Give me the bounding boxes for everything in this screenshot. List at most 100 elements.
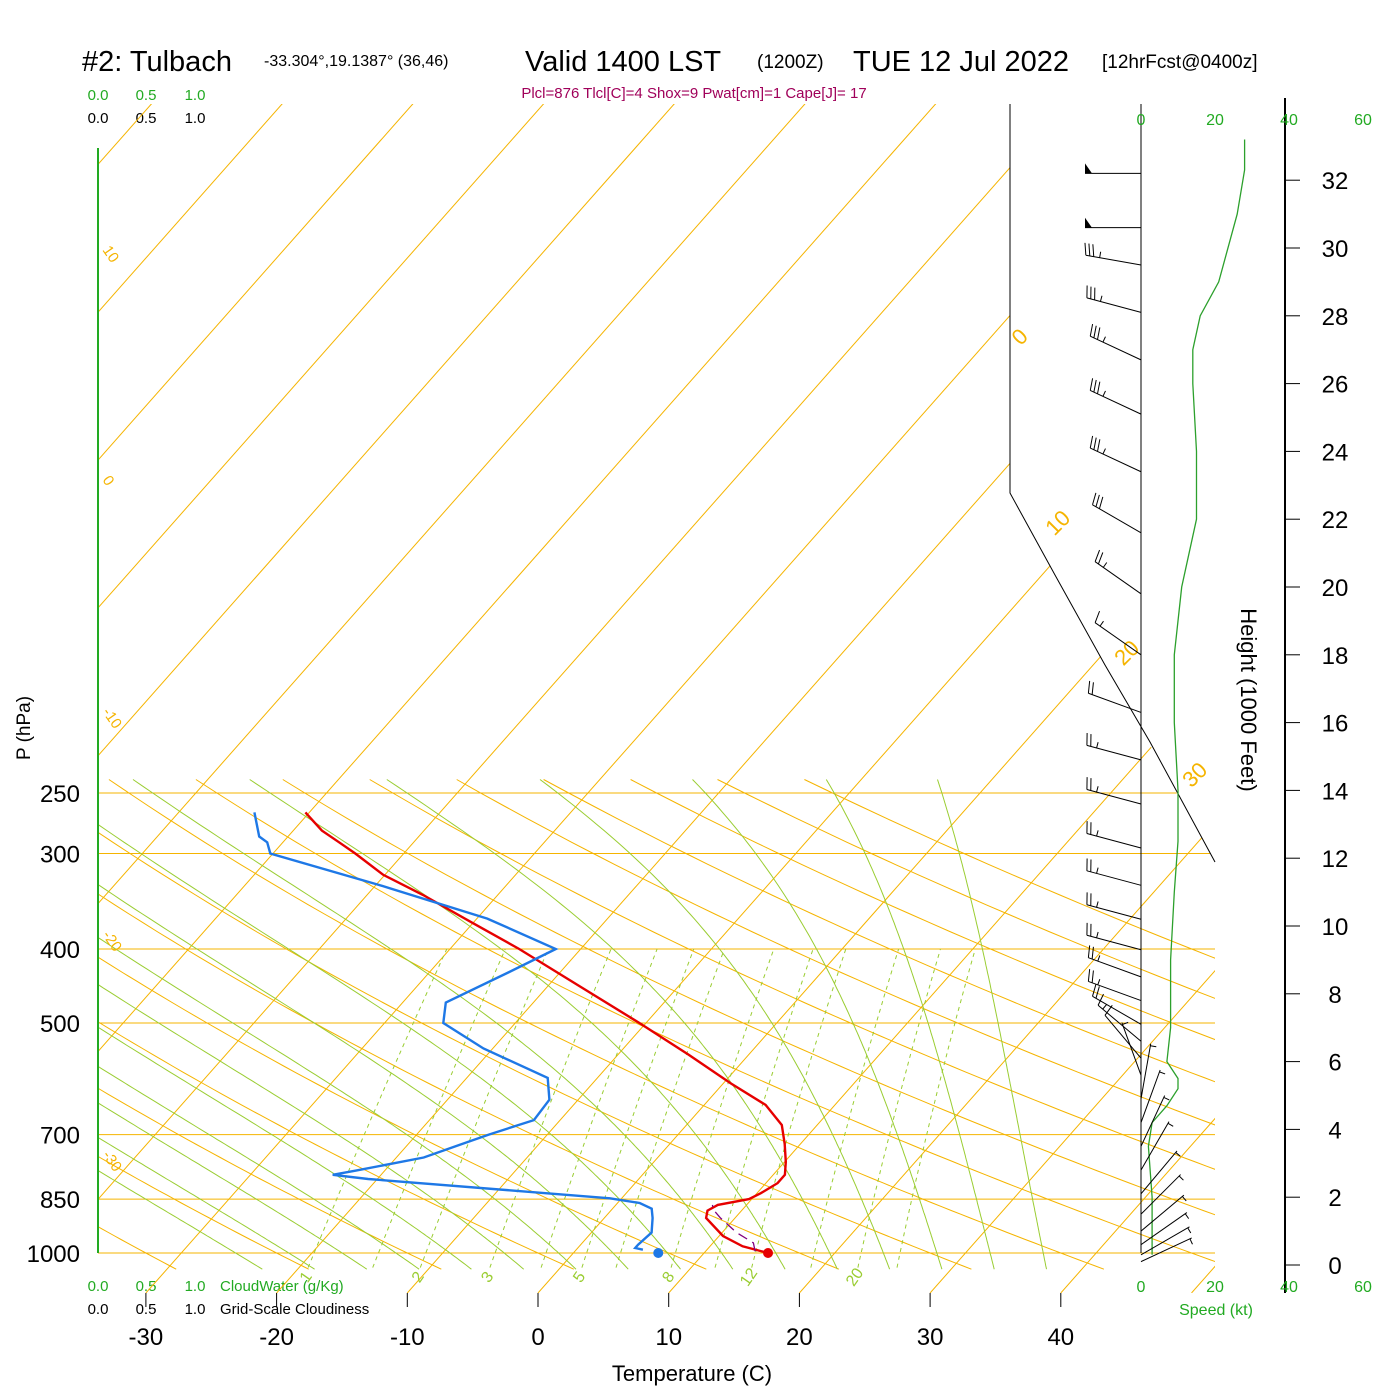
mixing-ratio-label: 5 [570,1269,589,1286]
wind-barb-half-flag [1096,931,1099,938]
mixing-ratio-line [540,948,658,1268]
cloudwater-scale-top: 0.0 0.5 1.0 [88,87,206,104]
x-axis-title: Temperature (C) [612,1361,772,1386]
mixing-ratio-label: 2 [409,1269,428,1286]
wind-barb-shaft [1088,692,1142,713]
pressure-tick-label: 500 [40,1011,80,1038]
wind-barb-shaft [1140,1043,1152,1099]
valid-time: Valid 1400 LST [525,46,721,78]
wind-barb [1140,1095,1170,1147]
thermo-grid [98,104,1215,1293]
wind-barb [1085,217,1141,229]
wind-barb [1086,922,1142,951]
height-tick-label: 16 [1322,711,1349,738]
wind-barb [1089,323,1142,361]
axes: 250 300 400 500 700 850 1000 -30 -20 -10 0 10 20 30 40 [27,781,1075,1351]
mixing-ratio-line [714,948,814,1268]
wind-barb-flag [1104,1005,1113,1016]
dry-adiabat-line [98,779,707,1270]
wind-barb-shaft [1090,447,1142,473]
dry-adiabat-line [456,779,1215,1270]
wind-barb-half-flag [1099,251,1102,258]
wind-barb-half-flag [1102,1004,1107,1010]
wind-barb-shaft [1092,995,1142,1025]
dry-adiabat-line [369,779,1215,1270]
dry-adiabat-line [282,779,1215,1270]
moist-adiabat-line [539,779,891,1270]
pressure-tick-label: 1000 [27,1241,80,1268]
wind-barb-shaft [1090,389,1142,415]
dry-adiabat-line [195,779,1215,1270]
cloudwater-tick: 0.5 [136,87,157,104]
wind-barb-half-flag [1096,786,1099,793]
speed-axis-title: Speed (kt) [1179,1302,1253,1319]
wind-barb-half-flag [1102,390,1106,397]
wind-barb-half-flag [1096,901,1099,908]
mixing-ratio-line [751,948,847,1268]
wind-barb-shaft [1140,1069,1161,1123]
height-tick-label: 4 [1328,1117,1341,1144]
moist-adiabat-line [98,779,629,1270]
speed-tick-label-top: 20 [1206,112,1224,129]
wind-barb-flag [1094,549,1101,562]
wind-barb-shaft [1140,1095,1166,1147]
speed-tick-label-top: 0 [1137,112,1146,129]
wind-barb-flag [1097,327,1101,340]
moist-adiabat-line [692,779,943,1270]
temperature-tick-label: 20 [786,1324,813,1351]
dry-adiabat-line [804,779,1215,1270]
wind-barb [1087,945,1142,978]
height-tick-label: 6 [1328,1050,1341,1077]
cloudiness-tick: 1.0 [185,110,206,127]
temperature-tick-label: -30 [129,1324,164,1351]
moist-adiabat-line [98,779,263,1270]
wind-barb-shaft [1088,957,1142,978]
dry-adiabat-line [98,779,840,1270]
moist-adiabat-line [825,779,995,1270]
mixing-ratio-line [419,948,549,1268]
wind-barb [1121,1021,1142,1076]
wind-barb-shaft [1085,254,1142,266]
wind-barb-shaft [1140,1212,1188,1246]
wind-barb [1085,163,1141,174]
temperature-surface-point [763,1248,774,1258]
wind-barb-shaft [1140,1150,1178,1195]
wind-barb [1087,680,1142,713]
wind-barb-shaft [1086,833,1142,849]
dry-adiabat-line [98,779,575,1270]
pressure-tick-label: 850 [40,1187,80,1214]
wind-barb-pennant [1085,163,1092,174]
wind-barb-shaft [1094,561,1142,595]
station-title: #2: Tulbach [82,46,232,78]
parcel-profile-line [711,1204,756,1252]
isotherm-line [1191,104,1215,1293]
wind-barb-shaft [1140,1237,1192,1263]
speed-tick-label-bottom: 60 [1354,1279,1372,1296]
wind-barb-half-flag [1096,867,1099,874]
temperature-tick-label: -20 [259,1324,294,1351]
wind-barb-flag [1092,492,1097,505]
wind-barb-half-flag [1159,1071,1166,1075]
height-tick-label: 2 [1328,1185,1341,1212]
wind-barb-shaft [1104,1014,1142,1059]
cloudiness-tick: 0.5 [136,110,157,127]
isotherm-label: 20 [1109,635,1144,670]
isotherm-label: 30 [1177,757,1212,792]
cloudiness-tick: 0.0 [88,110,109,127]
wind-barb [1089,378,1142,415]
dewpoint-surface-point [653,1248,664,1258]
wind-barb-shaft [1086,788,1142,805]
isotherm-line [929,104,1215,1293]
wind-barb-half-flag [1187,1227,1192,1234]
wind-barb-flag [1088,243,1091,256]
isotherm-line [98,104,453,1293]
wind-barb-half-flag [1150,1045,1157,1048]
wind-barb [1086,777,1142,805]
dewpoint-profile-line [253,812,654,1251]
wind-barb-flag [1094,610,1101,623]
wind-barb-shaft [1086,297,1142,313]
mixing-ratio-line [615,948,725,1268]
wind-barb [1140,1194,1187,1232]
cloudiness-scale-top: 0.0 0.5 1.0 [88,110,206,127]
isotherm-line [98,104,845,1293]
